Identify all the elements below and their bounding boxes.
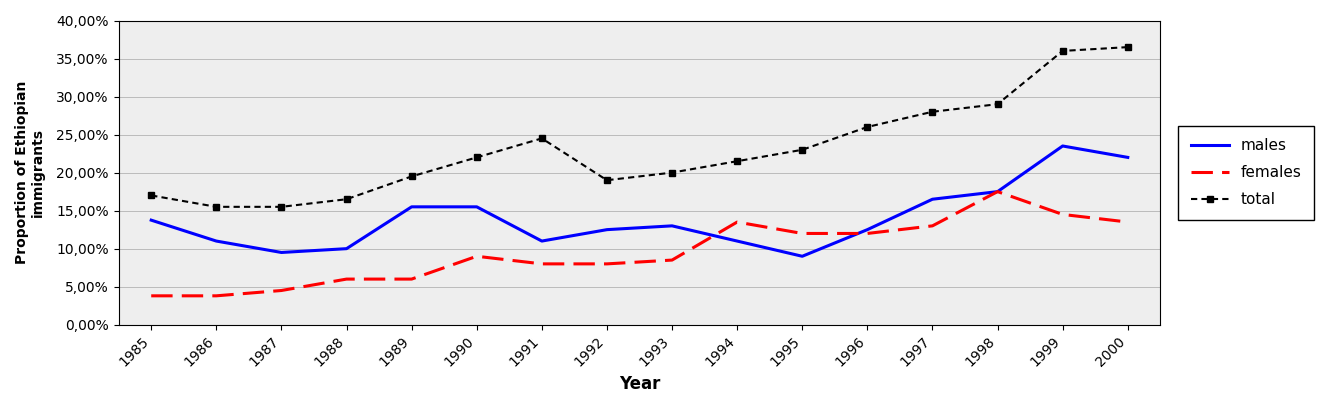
total <box>795 147 811 152</box>
males <box>144 218 159 223</box>
males <box>795 254 811 259</box>
males <box>925 197 941 202</box>
females <box>990 189 1006 194</box>
total <box>1055 49 1071 53</box>
males <box>274 250 290 255</box>
females <box>534 262 550 266</box>
males <box>534 239 550 244</box>
total <box>1120 44 1136 49</box>
total <box>990 102 1006 106</box>
Legend: males, females, total: males, females, total <box>1179 126 1314 220</box>
males <box>404 204 420 209</box>
males <box>599 227 615 232</box>
males <box>1120 155 1136 160</box>
males <box>339 246 355 251</box>
females <box>925 224 941 228</box>
females <box>144 293 159 298</box>
females <box>599 262 615 266</box>
males <box>860 227 876 232</box>
females <box>1055 212 1071 217</box>
total <box>274 204 290 209</box>
females <box>404 277 420 282</box>
total <box>925 109 941 114</box>
females <box>730 220 746 224</box>
females <box>209 293 225 298</box>
females <box>795 231 811 236</box>
Line: females: females <box>152 192 1128 296</box>
females <box>1120 220 1136 224</box>
total <box>860 124 876 129</box>
total <box>209 204 225 209</box>
females <box>469 254 485 259</box>
X-axis label: Year: Year <box>619 375 661 393</box>
females <box>339 277 355 282</box>
females <box>664 257 680 262</box>
Y-axis label: Proportion of Ethiopian
immigrants: Proportion of Ethiopian immigrants <box>15 81 45 264</box>
total <box>664 170 680 175</box>
total <box>404 174 420 179</box>
total <box>599 178 615 183</box>
females <box>274 288 290 293</box>
total <box>339 197 355 202</box>
males <box>1055 144 1071 149</box>
Line: males: males <box>152 146 1128 256</box>
total <box>144 193 159 198</box>
total <box>730 159 746 164</box>
males <box>664 224 680 228</box>
males <box>730 239 746 244</box>
Line: total: total <box>148 44 1131 210</box>
females <box>860 231 876 236</box>
males <box>209 239 225 244</box>
total <box>469 155 485 160</box>
total <box>534 136 550 141</box>
males <box>469 204 485 209</box>
males <box>990 189 1006 194</box>
